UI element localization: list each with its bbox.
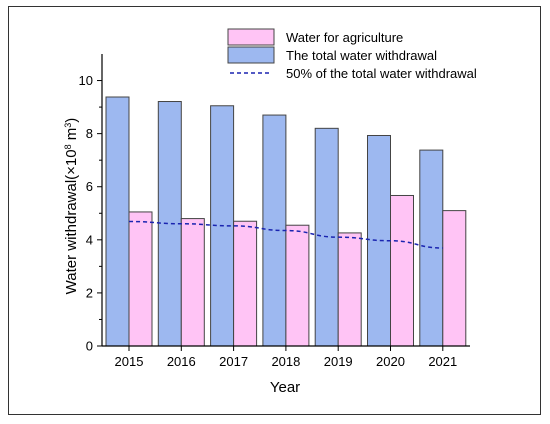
legend-swatch-agriculture — [227, 28, 275, 46]
y-tick-label-8: 8 — [86, 126, 93, 141]
x-tick-label-2021: 2021 — [428, 354, 457, 369]
line-50pct-total — [128, 220, 443, 249]
x-tick-label-2015: 2015 — [115, 354, 144, 369]
y-tick-label-4: 4 — [86, 232, 93, 247]
legend-label-50pct: 50% of the total water withdrawal — [286, 66, 477, 81]
x-tick-label-2018: 2018 — [271, 354, 300, 369]
y-tick-label-0: 0 — [86, 339, 93, 354]
axes-group: 0 2 4 6 8 10 2015 2016 2017 2018 2019 2020 2021 — [79, 54, 470, 369]
x-tick-label-2020: 2020 — [376, 354, 405, 369]
x-axis-title: Year — [270, 379, 300, 396]
y-axis-title: Water withdrawal(×108 m3) — [63, 118, 80, 295]
x-tick-label-2019: 2019 — [324, 354, 353, 369]
bar-agriculture-2015 — [128, 211, 153, 347]
legend-label-total: The total water withdrawal — [286, 48, 437, 63]
x-tick-label-2017: 2017 — [219, 354, 248, 369]
bar-agriculture-2021 — [442, 210, 467, 347]
y-tick-label-2: 2 — [86, 285, 93, 300]
dashed-line-group — [128, 220, 443, 249]
bar-agriculture-2018 — [285, 224, 310, 347]
legend-label-agriculture: Water for agriculture — [286, 30, 403, 45]
y-tick-label-6: 6 — [86, 179, 93, 194]
y-axis-title-sup2: 3 — [63, 123, 73, 128]
y-axis-title-end: ) — [63, 118, 80, 123]
bar-total-2015 — [105, 96, 130, 347]
y-axis-title-main: Water withdrawal(×10 — [63, 149, 80, 294]
bar-agriculture-2020 — [390, 194, 414, 347]
y-axis-title-unit: m — [63, 128, 80, 145]
bars-group — [105, 96, 467, 347]
legend-swatch-total — [227, 46, 275, 64]
chart-frame — [8, 6, 541, 415]
y-axis-title-sup: 8 — [63, 144, 73, 149]
x-tick-label-2016: 2016 — [167, 354, 196, 369]
bar-agriculture-2016 — [180, 218, 205, 347]
y-tick-label-10: 10 — [79, 73, 93, 88]
legend: Water for agriculture The total water wi… — [227, 28, 477, 81]
bar-agriculture-2019 — [337, 232, 362, 347]
bar-agriculture-2017 — [233, 220, 258, 347]
